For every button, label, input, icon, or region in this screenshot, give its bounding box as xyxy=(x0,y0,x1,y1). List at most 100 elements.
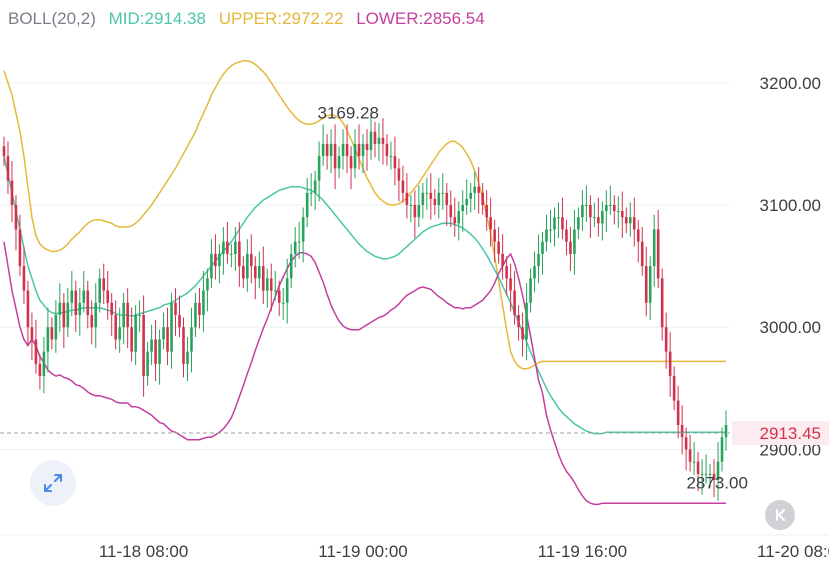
candle-body xyxy=(461,205,465,212)
expand-button[interactable] xyxy=(30,460,76,506)
candle-body xyxy=(257,266,261,279)
candle-body xyxy=(106,290,110,303)
candle-body xyxy=(425,192,429,194)
candle-body xyxy=(656,229,660,279)
candle-body xyxy=(413,205,417,218)
candle-body xyxy=(469,192,473,199)
candle-body xyxy=(226,241,229,254)
candle-body xyxy=(122,302,125,328)
candle-body xyxy=(194,302,197,328)
candle-body xyxy=(664,327,668,352)
candle-body xyxy=(98,278,102,303)
candle-body xyxy=(321,143,325,157)
candle-body xyxy=(433,198,437,205)
candle-body xyxy=(624,217,628,224)
legend-indicator: BOLL(20,2) xyxy=(8,9,96,28)
candle-body xyxy=(333,143,337,169)
candle-body xyxy=(605,205,608,212)
candle-body xyxy=(66,302,70,328)
candle-body xyxy=(449,205,453,218)
candle-body xyxy=(325,143,329,157)
candle-body xyxy=(289,253,293,279)
candle-body xyxy=(174,302,177,315)
candle-body xyxy=(465,198,469,205)
candle-body xyxy=(269,278,273,291)
candle-body xyxy=(345,143,349,157)
indicator-legend: BOLL(20,2) MID:2914.38 UPPER:2972.22 LOW… xyxy=(8,9,493,29)
candle-body xyxy=(509,278,512,291)
candle-body xyxy=(54,315,58,340)
candle-body xyxy=(146,351,149,377)
candle-body xyxy=(381,137,385,144)
candle-body xyxy=(501,253,504,267)
candle-body xyxy=(70,290,74,303)
candle-body xyxy=(712,473,716,480)
candle-body xyxy=(365,143,369,150)
candle-body xyxy=(317,156,321,181)
candle-body xyxy=(138,315,141,316)
candle-body xyxy=(82,290,86,303)
candle-body xyxy=(210,253,213,279)
candle-body xyxy=(94,302,98,328)
candle-body xyxy=(668,351,672,377)
candle-body xyxy=(277,290,281,303)
candle-body xyxy=(186,351,189,364)
candle-body xyxy=(86,290,90,315)
candle-body xyxy=(477,186,480,193)
candle-body xyxy=(557,217,560,219)
candle-body xyxy=(246,253,249,279)
candle-body xyxy=(597,217,600,224)
candle-body xyxy=(593,217,596,219)
candle-body xyxy=(481,192,484,205)
candle-body xyxy=(441,192,445,194)
candle-body xyxy=(421,192,425,205)
candle-body xyxy=(202,290,205,315)
candle-body xyxy=(250,253,253,267)
candle-body xyxy=(565,229,568,242)
candle-body xyxy=(162,327,165,340)
candle-body xyxy=(620,211,624,218)
candle-body xyxy=(581,205,584,218)
scroll-to-latest-button[interactable] xyxy=(765,500,795,530)
candle-body xyxy=(130,327,133,352)
candle-body xyxy=(680,425,684,438)
candle-body xyxy=(337,156,341,169)
candle-body xyxy=(437,192,441,205)
candle-body xyxy=(700,473,704,475)
candle-body xyxy=(230,253,233,255)
candle-body xyxy=(198,302,201,315)
candle-body xyxy=(62,302,66,328)
candle-body xyxy=(170,302,173,352)
candle-body xyxy=(720,437,724,462)
candle-body xyxy=(313,180,317,193)
candle-body xyxy=(393,156,397,169)
candle-body xyxy=(632,217,636,230)
candle-body xyxy=(142,315,145,377)
candle-body xyxy=(489,217,492,230)
candle-body xyxy=(90,315,94,328)
boll-upper-line xyxy=(3,60,726,370)
last-price-tag-bg xyxy=(732,421,829,446)
candle-body xyxy=(585,205,588,206)
candle-body xyxy=(385,143,389,157)
y-tick-label: 3100.00 xyxy=(760,196,821,215)
candle-body xyxy=(10,180,14,205)
legend-mid: MID:2914.38 xyxy=(108,9,206,28)
candle-body xyxy=(158,339,161,364)
candle-body xyxy=(2,146,6,157)
candle-body xyxy=(497,241,500,254)
candle-body xyxy=(445,192,449,205)
candle-body xyxy=(42,351,46,377)
candle-body xyxy=(644,266,648,303)
candle-body xyxy=(18,229,22,267)
candle-body xyxy=(242,266,245,279)
candle-body xyxy=(521,327,524,340)
scroll-to-latest-icon xyxy=(776,509,785,521)
expand-arrows-icon xyxy=(44,474,62,492)
candle-body xyxy=(46,327,50,352)
candle-body xyxy=(214,253,217,267)
candle-body xyxy=(708,473,712,475)
candle-body xyxy=(26,290,30,328)
